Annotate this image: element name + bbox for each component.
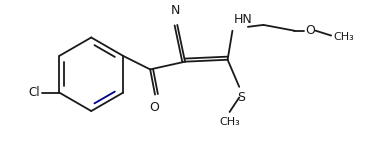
Text: HN: HN	[233, 13, 252, 26]
Text: CH₃: CH₃	[219, 117, 240, 127]
Text: O: O	[305, 24, 315, 37]
Text: S: S	[237, 91, 245, 104]
Text: N: N	[171, 4, 180, 17]
Text: Cl: Cl	[28, 86, 40, 99]
Text: O: O	[149, 101, 159, 114]
Text: CH₃: CH₃	[333, 31, 354, 42]
